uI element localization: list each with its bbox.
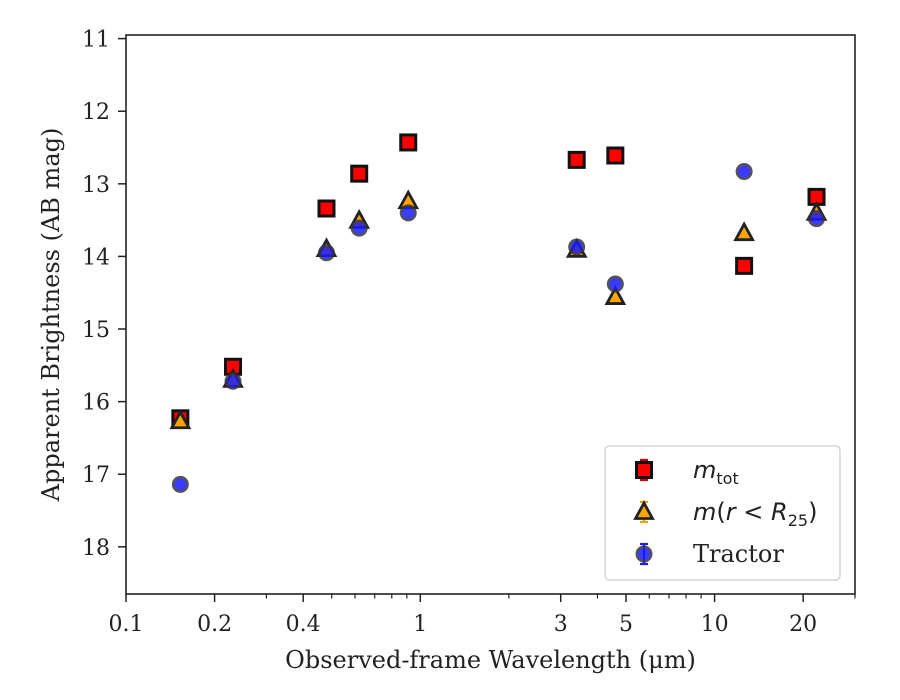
data-point-circle	[317, 244, 335, 262]
data-point-circle	[399, 204, 417, 222]
data-point-circle	[735, 162, 753, 180]
data-point-square	[317, 199, 336, 218]
data-point-triangle	[169, 409, 192, 430]
data-point-circle	[171, 475, 189, 493]
legend-box	[604, 445, 841, 581]
x-axis-label: Observed-frame Wavelength (μm)	[285, 646, 696, 674]
x-tick-label: 10	[701, 612, 729, 637]
y-tick-label: 14	[82, 245, 110, 270]
data-point-circle	[606, 275, 624, 293]
y-tick-label: 11	[82, 28, 110, 53]
x-tick-label: 0.2	[197, 612, 232, 637]
y-tick-label: 12	[82, 100, 110, 125]
data-point-square	[399, 133, 418, 152]
x-tick-label: 20	[789, 612, 817, 637]
series-triangle	[169, 189, 828, 430]
x-tick-label: 1	[413, 612, 427, 637]
y-tick-label: 18	[82, 536, 110, 561]
data-point-triangle	[604, 285, 627, 305]
x-tick-label: 0.4	[286, 612, 321, 637]
legend-entry-circle: Tractor	[693, 540, 784, 568]
data-point-circle	[808, 210, 826, 228]
x-tick-label: 5	[619, 612, 633, 637]
y-tick-label: 17	[82, 463, 110, 488]
y-tick-label: 13	[82, 173, 110, 198]
y-tick-label: 16	[82, 391, 110, 416]
data-point-square	[606, 146, 625, 165]
data-marks	[169, 133, 828, 493]
legend-marker-circle	[635, 542, 653, 566]
data-point-circle	[224, 372, 242, 390]
data-point-square	[350, 164, 369, 183]
series-square	[171, 133, 826, 428]
legend-marker-triangle	[633, 500, 655, 524]
x-tick-label: 0.1	[109, 612, 144, 637]
y-tick-label: 15	[82, 318, 110, 343]
data-point-triangle	[733, 221, 755, 242]
plot-frame	[125, 34, 856, 595]
legend-entry-triangle: m(r < R25)	[693, 498, 817, 530]
legend: mtot m(r < R25) Tractor	[604, 445, 841, 581]
y-axis-label: Apparent Brightness (AB mag)	[37, 128, 65, 503]
data-point-square	[735, 256, 754, 275]
data-point-circle	[568, 238, 586, 256]
series-circle	[171, 162, 826, 493]
x-tick-label: 3	[554, 612, 568, 637]
legend-marker-square	[635, 458, 653, 482]
legend-entry-square: mtot	[693, 456, 739, 488]
data-point-square	[567, 150, 586, 169]
data-point-circle	[350, 219, 368, 237]
